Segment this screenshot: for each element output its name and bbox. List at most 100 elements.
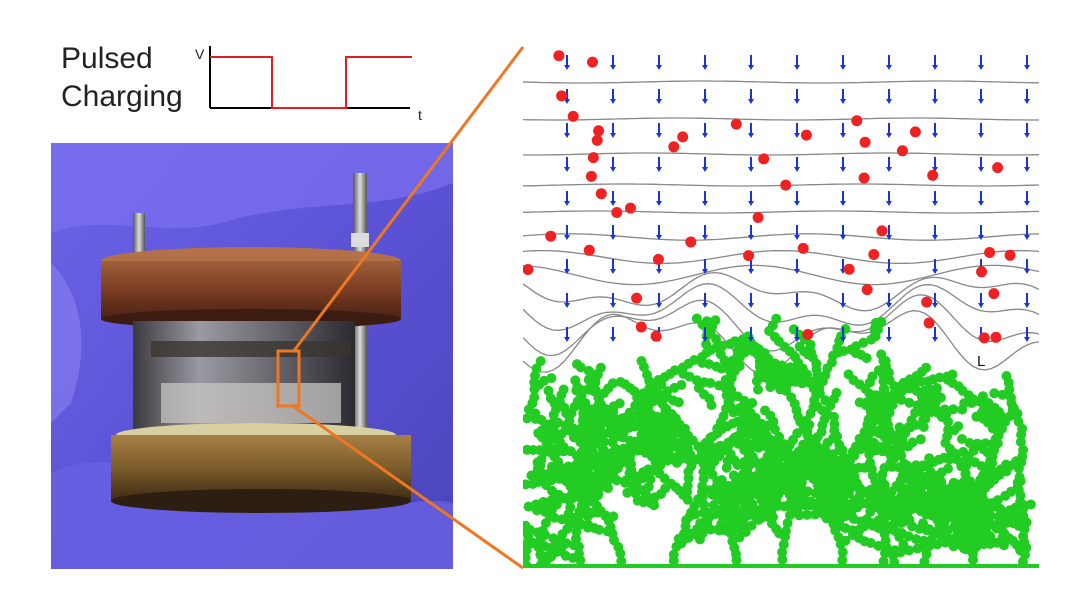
field-arrow [748, 225, 754, 240]
ion-particle [523, 264, 534, 275]
field-arrow [840, 157, 846, 172]
dendrite-particle [642, 369, 652, 380]
dendrite-particle [943, 424, 954, 435]
ion-particle [843, 263, 855, 275]
field-arrow [656, 123, 662, 138]
dendrite-particle [903, 531, 914, 542]
field-arrow [564, 259, 570, 274]
ion-particle [595, 188, 607, 200]
dendrite-particle [812, 497, 823, 508]
dendrite-particle [546, 495, 557, 506]
dendrite-clusters [523, 313, 1036, 568]
dendrite-particle [590, 377, 601, 388]
ion-particle [780, 179, 792, 191]
field-arrow [794, 293, 800, 308]
dendrite-particle [918, 518, 928, 529]
dendrite-particle [889, 388, 900, 399]
field-arrow [702, 293, 708, 308]
ion-particle [635, 321, 647, 333]
field-arrow [978, 225, 984, 240]
dendrite-particle [766, 501, 777, 512]
field-arrow [1024, 191, 1030, 206]
ion-particle [652, 253, 664, 265]
dendrite-particle [989, 388, 1000, 399]
contour-line [523, 264, 1039, 286]
dendrite-particle [702, 316, 712, 327]
field-arrow [748, 293, 754, 308]
ion-particle [583, 244, 595, 256]
dendrite-particle [537, 525, 548, 536]
field-arrow [840, 55, 846, 70]
dendrite-particle [812, 441, 823, 452]
dendrite-particle [587, 480, 598, 491]
dendrite-particle [935, 392, 946, 403]
dendrite-particle [578, 385, 589, 396]
dendrite-particle [713, 524, 724, 535]
field-arrow [886, 123, 892, 138]
dendrite-particle [616, 556, 627, 567]
ion-particle [909, 126, 921, 138]
dendrite-particle [943, 503, 954, 514]
field-arrow [886, 225, 892, 240]
ion-particle [752, 212, 764, 223]
field-arrow [886, 55, 892, 70]
field-arrow [610, 157, 616, 172]
dendrite-particle [957, 434, 967, 444]
dendrite-particle [1018, 511, 1029, 522]
field-arrow [564, 191, 570, 206]
dendrite-particle [555, 437, 566, 448]
field-arrow [794, 55, 800, 70]
dendrite-particle [560, 420, 571, 431]
dendrite-particle [762, 433, 773, 444]
dendrite-particle [802, 509, 812, 520]
dendrite-particle [1008, 403, 1019, 414]
dendrite-particle [571, 533, 581, 544]
ion-particle [668, 141, 680, 153]
field-arrow [932, 123, 938, 138]
dendrite-particle [799, 457, 810, 468]
dendrite-particle [794, 341, 805, 352]
dendrite-particle [662, 424, 673, 435]
field-arrow [656, 157, 662, 172]
ion-particle [978, 332, 990, 344]
dendrite-particle [806, 347, 817, 358]
field-arrow [1024, 89, 1030, 104]
field-arrow [748, 157, 754, 172]
dendrite-particle [526, 470, 537, 481]
waveform-y-label: V [195, 46, 205, 62]
dendrite-particle [564, 471, 575, 482]
field-arrow [702, 157, 708, 172]
dendrite-particle [824, 489, 835, 500]
dendrite-particle [763, 461, 774, 471]
dendrite-particle [793, 492, 804, 503]
field-arrow [840, 327, 846, 342]
dendrite-particle [740, 527, 751, 537]
dendrite-particle [718, 411, 729, 422]
dendrite-particle [870, 390, 881, 401]
field-arrow [978, 55, 984, 70]
field-arrow [748, 123, 754, 138]
dendrite-particle [535, 533, 546, 544]
dendrite-particle [626, 464, 637, 475]
field-contours [523, 80, 1039, 376]
ion-particles [523, 50, 1016, 344]
dendrite-particle [894, 462, 905, 473]
field-arrow [702, 191, 708, 206]
dendrite-particle [531, 363, 542, 374]
dendrite-particle [677, 534, 687, 545]
field-arrow [840, 293, 846, 308]
dendrite-particle [592, 507, 603, 518]
field-arrow [656, 89, 662, 104]
ion-particle [851, 115, 863, 127]
dendrite-particle [557, 514, 567, 525]
field-arrow [610, 225, 616, 240]
dendrite-particle [771, 313, 782, 324]
ion-particle [921, 296, 933, 308]
field-arrow [610, 55, 616, 70]
field-arrow [932, 327, 938, 342]
dendrite-particle [843, 369, 854, 380]
dendrite-particle [831, 387, 842, 398]
field-arrow [794, 327, 800, 342]
field-arrow [978, 191, 984, 206]
waveform-x-label: t [418, 107, 422, 123]
